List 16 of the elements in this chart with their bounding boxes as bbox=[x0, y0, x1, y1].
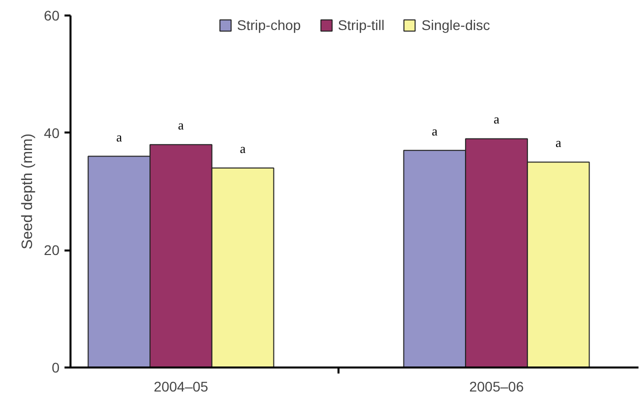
y-tick-label: 20 bbox=[44, 242, 60, 258]
x-tick-label: 2005–06 bbox=[469, 378, 524, 394]
x-tick-label: 2004–05 bbox=[154, 378, 208, 394]
data-label: a bbox=[494, 112, 500, 127]
data-label: a bbox=[555, 135, 562, 150]
y-tick-label: 40 bbox=[44, 124, 60, 141]
y-axis-title: Seed depth (mm) bbox=[18, 134, 36, 250]
legend-label: Strip-chop bbox=[237, 17, 301, 33]
legend-label: Strip-till bbox=[338, 17, 384, 33]
y-tick-label: 60 bbox=[44, 8, 60, 24]
data-label: a bbox=[116, 129, 122, 144]
legend-label: Single-disc bbox=[422, 17, 490, 33]
y-tick-label: 0 bbox=[52, 360, 60, 376]
data-label: a bbox=[178, 118, 184, 133]
data-label: a bbox=[432, 123, 438, 138]
data-label: a bbox=[240, 141, 246, 156]
